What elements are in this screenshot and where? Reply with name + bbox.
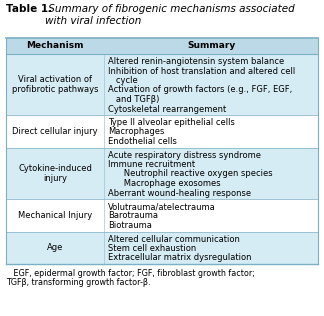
Bar xyxy=(6,199,318,232)
Text: Table 1.: Table 1. xyxy=(6,4,52,14)
Bar xyxy=(6,38,318,54)
Text: Inhibition of host translation and altered cell: Inhibition of host translation and alter… xyxy=(108,66,295,76)
Text: Stem cell exhaustion: Stem cell exhaustion xyxy=(108,244,197,253)
Text: Activation of growth factors (e.g., FGF, EGF,: Activation of growth factors (e.g., FGF,… xyxy=(108,86,293,94)
Text: Macrophage exosomes: Macrophage exosomes xyxy=(108,179,221,188)
Text: and TGFβ): and TGFβ) xyxy=(108,95,160,104)
Bar xyxy=(6,232,318,264)
Bar xyxy=(6,54,318,115)
Text: Biotrauma: Biotrauma xyxy=(108,221,152,230)
Text: Macrophages: Macrophages xyxy=(108,127,165,137)
Text: TGFβ, transforming growth factor-β.: TGFβ, transforming growth factor-β. xyxy=(6,278,151,287)
Text: Endothelial cells: Endothelial cells xyxy=(108,137,177,146)
Text: Barotrauma: Barotrauma xyxy=(108,211,158,221)
Text: EGF, epidermal growth factor; FGF, fibroblast growth factor;: EGF, epidermal growth factor; FGF, fibro… xyxy=(6,269,255,278)
Text: Acute respiratory distress syndrome: Acute respiratory distress syndrome xyxy=(108,150,261,160)
Text: Type II alveolar epithelial cells: Type II alveolar epithelial cells xyxy=(108,118,235,127)
Text: Cytokine-induced
injury: Cytokine-induced injury xyxy=(18,164,92,183)
Text: Aberrant wound-healing response: Aberrant wound-healing response xyxy=(108,189,251,198)
Text: cycle: cycle xyxy=(108,76,138,85)
Text: Extracellular matrix dysregulation: Extracellular matrix dysregulation xyxy=(108,253,252,263)
Text: Altered cellular communication: Altered cellular communication xyxy=(108,234,240,244)
Text: Summary of fibrogenic mechanisms associated
with viral infection: Summary of fibrogenic mechanisms associa… xyxy=(45,4,295,26)
Text: Mechanical Injury: Mechanical Injury xyxy=(18,211,92,220)
Bar xyxy=(6,115,318,148)
Text: Neutrophil reactive oxygen species: Neutrophil reactive oxygen species xyxy=(108,169,273,179)
Text: Volutrauma/atelectrauma: Volutrauma/atelectrauma xyxy=(108,202,216,211)
Text: Summary: Summary xyxy=(187,41,235,51)
Text: Altered renin-angiotensin system balance: Altered renin-angiotensin system balance xyxy=(108,57,284,66)
Text: Age: Age xyxy=(47,243,63,252)
Text: Cytoskeletal rearrangement: Cytoskeletal rearrangement xyxy=(108,105,226,113)
Text: Immune recruitment: Immune recruitment xyxy=(108,160,195,169)
Text: Mechanism: Mechanism xyxy=(26,41,84,51)
Bar xyxy=(6,148,318,199)
Text: Viral activation of
profibrotic pathways: Viral activation of profibrotic pathways xyxy=(12,75,98,94)
Text: Direct cellular injury: Direct cellular injury xyxy=(12,127,98,136)
